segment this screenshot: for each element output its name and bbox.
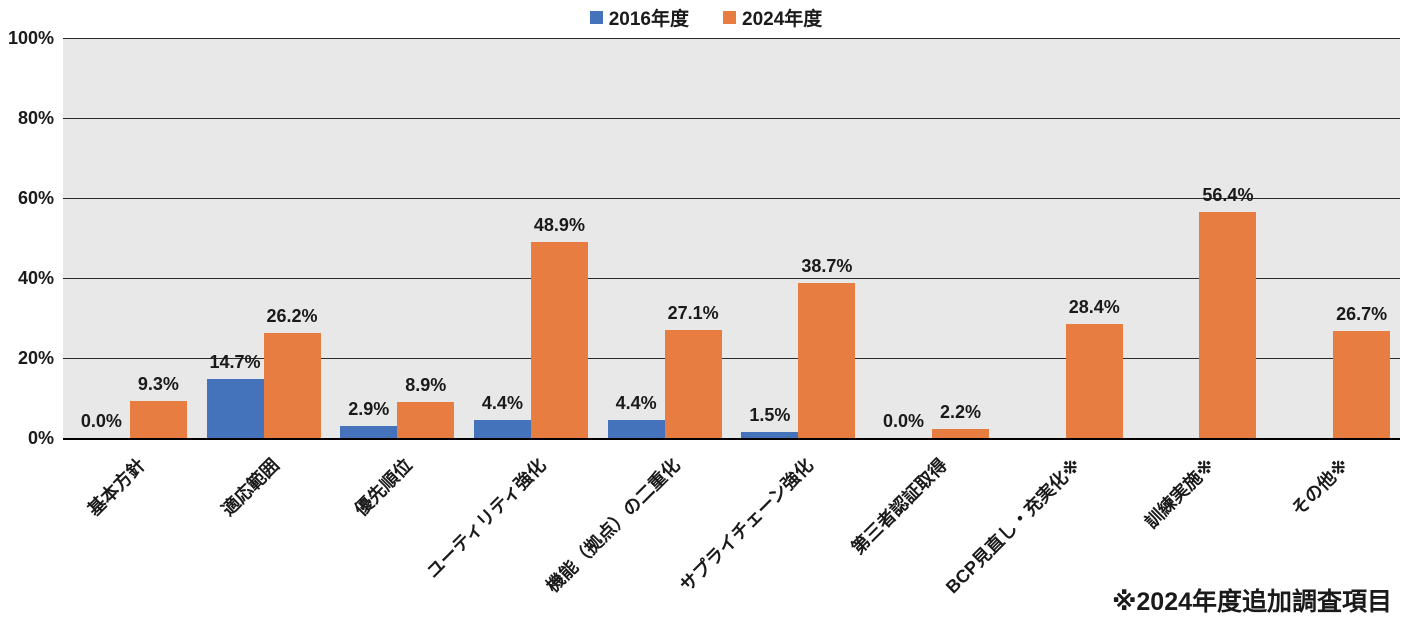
- value-label: 2.9%: [348, 399, 390, 420]
- chart-legend: 2016年度 2024年度: [0, 4, 1412, 31]
- x-axis-category-label: その他※: [1287, 454, 1353, 520]
- bar-2024年度-機能（拠点）の二重化: [664, 329, 722, 438]
- legend-item-2024年度: 2024年度: [723, 4, 822, 31]
- value-label: 4.4%: [481, 393, 523, 414]
- bar-2024年度-第三者認証取得: [932, 429, 990, 438]
- value-label: 56.4%: [1202, 185, 1254, 206]
- bar-2016年度-優先順位: [340, 426, 398, 438]
- x-axis-category-label: BCP見直し・充実化※: [942, 454, 1085, 598]
- x-axis-category-label: 機能（拠点）の二重化: [542, 454, 684, 597]
- gridline-100: [63, 38, 1400, 39]
- bar-2024年度-サプライチェーン強化: [798, 283, 856, 438]
- x-axis-category-label: サプライチェーン強化: [676, 454, 818, 596]
- value-label: 0.0%: [80, 411, 122, 431]
- gridline-20: [63, 358, 1400, 359]
- chart-footnote: ※2024年度追加調査項目: [1112, 588, 1392, 616]
- value-label: 48.9%: [533, 215, 585, 236]
- legend-label: 2016年度: [608, 9, 689, 30]
- x-axis-line: [63, 438, 1400, 440]
- y-axis-tick-label: 40%: [17, 268, 54, 288]
- value-label: 28.4%: [1068, 297, 1120, 318]
- bar-2024年度-優先順位: [397, 402, 455, 438]
- bar-2024年度-基本方針: [129, 400, 187, 438]
- gridline-60: [63, 198, 1400, 199]
- bar-2016年度-サプライチェーン強化: [741, 432, 799, 438]
- y-axis-tick-label: 0%: [27, 428, 54, 448]
- bar-2024年度-BCP見直し・充実化※: [1065, 324, 1123, 438]
- value-label: 4.4%: [615, 393, 657, 414]
- value-label: 38.7%: [801, 256, 853, 277]
- value-label: 0.0%: [883, 411, 925, 431]
- x-axis-category-label: 基本方針: [83, 454, 149, 520]
- bar-2024年度-訓練実施※: [1199, 212, 1257, 438]
- bar-2016年度-機能（拠点）の二重化: [607, 420, 665, 438]
- y-axis-tick-label: 20%: [17, 348, 54, 368]
- y-axis-tick-label: 100%: [7, 28, 54, 48]
- x-axis-category-label: 適応範囲: [217, 454, 283, 520]
- value-label: 14.7%: [209, 352, 261, 373]
- x-axis-category-label: 優先順位: [351, 454, 417, 520]
- legend-color-swatch: [589, 11, 603, 24]
- gridline-80: [63, 118, 1400, 119]
- y-axis-tick-label: 60%: [17, 188, 54, 208]
- bar-2024年度-適応範囲: [263, 333, 321, 438]
- legend-item-2016年度: 2016年度: [589, 4, 689, 31]
- bar-2024年度-その他※: [1333, 331, 1391, 438]
- value-label: 2.2%: [940, 402, 982, 423]
- legend-label: 2024年度: [742, 9, 823, 30]
- value-label: 9.3%: [137, 373, 179, 394]
- value-label: 26.2%: [266, 306, 318, 327]
- value-label: 27.1%: [667, 302, 719, 323]
- bar-2016年度-適応範囲: [206, 379, 264, 438]
- x-axis-category-label: ユーティリティ強化: [422, 454, 550, 582]
- x-axis-category-label: 訓練実施※: [1140, 454, 1219, 533]
- value-label: 8.9%: [405, 375, 447, 396]
- x-axis-category-label: 第三者認証取得: [847, 454, 952, 559]
- bar-2016年度-ユーティリティ強化: [473, 420, 531, 438]
- legend-color-swatch: [723, 11, 736, 24]
- value-label: 1.5%: [749, 405, 791, 425]
- bar-2024年度-ユーティリティ強化: [530, 242, 588, 438]
- gridline-40: [63, 278, 1400, 279]
- value-label: 26.7%: [1336, 304, 1388, 325]
- y-axis-tick-label: 80%: [17, 108, 54, 128]
- plot-area: 0.0% 14.7% 2.9% 4.4% 4.4% 1.5% 0.0% 9.3% 26.2% 8.…: [63, 38, 1400, 440]
